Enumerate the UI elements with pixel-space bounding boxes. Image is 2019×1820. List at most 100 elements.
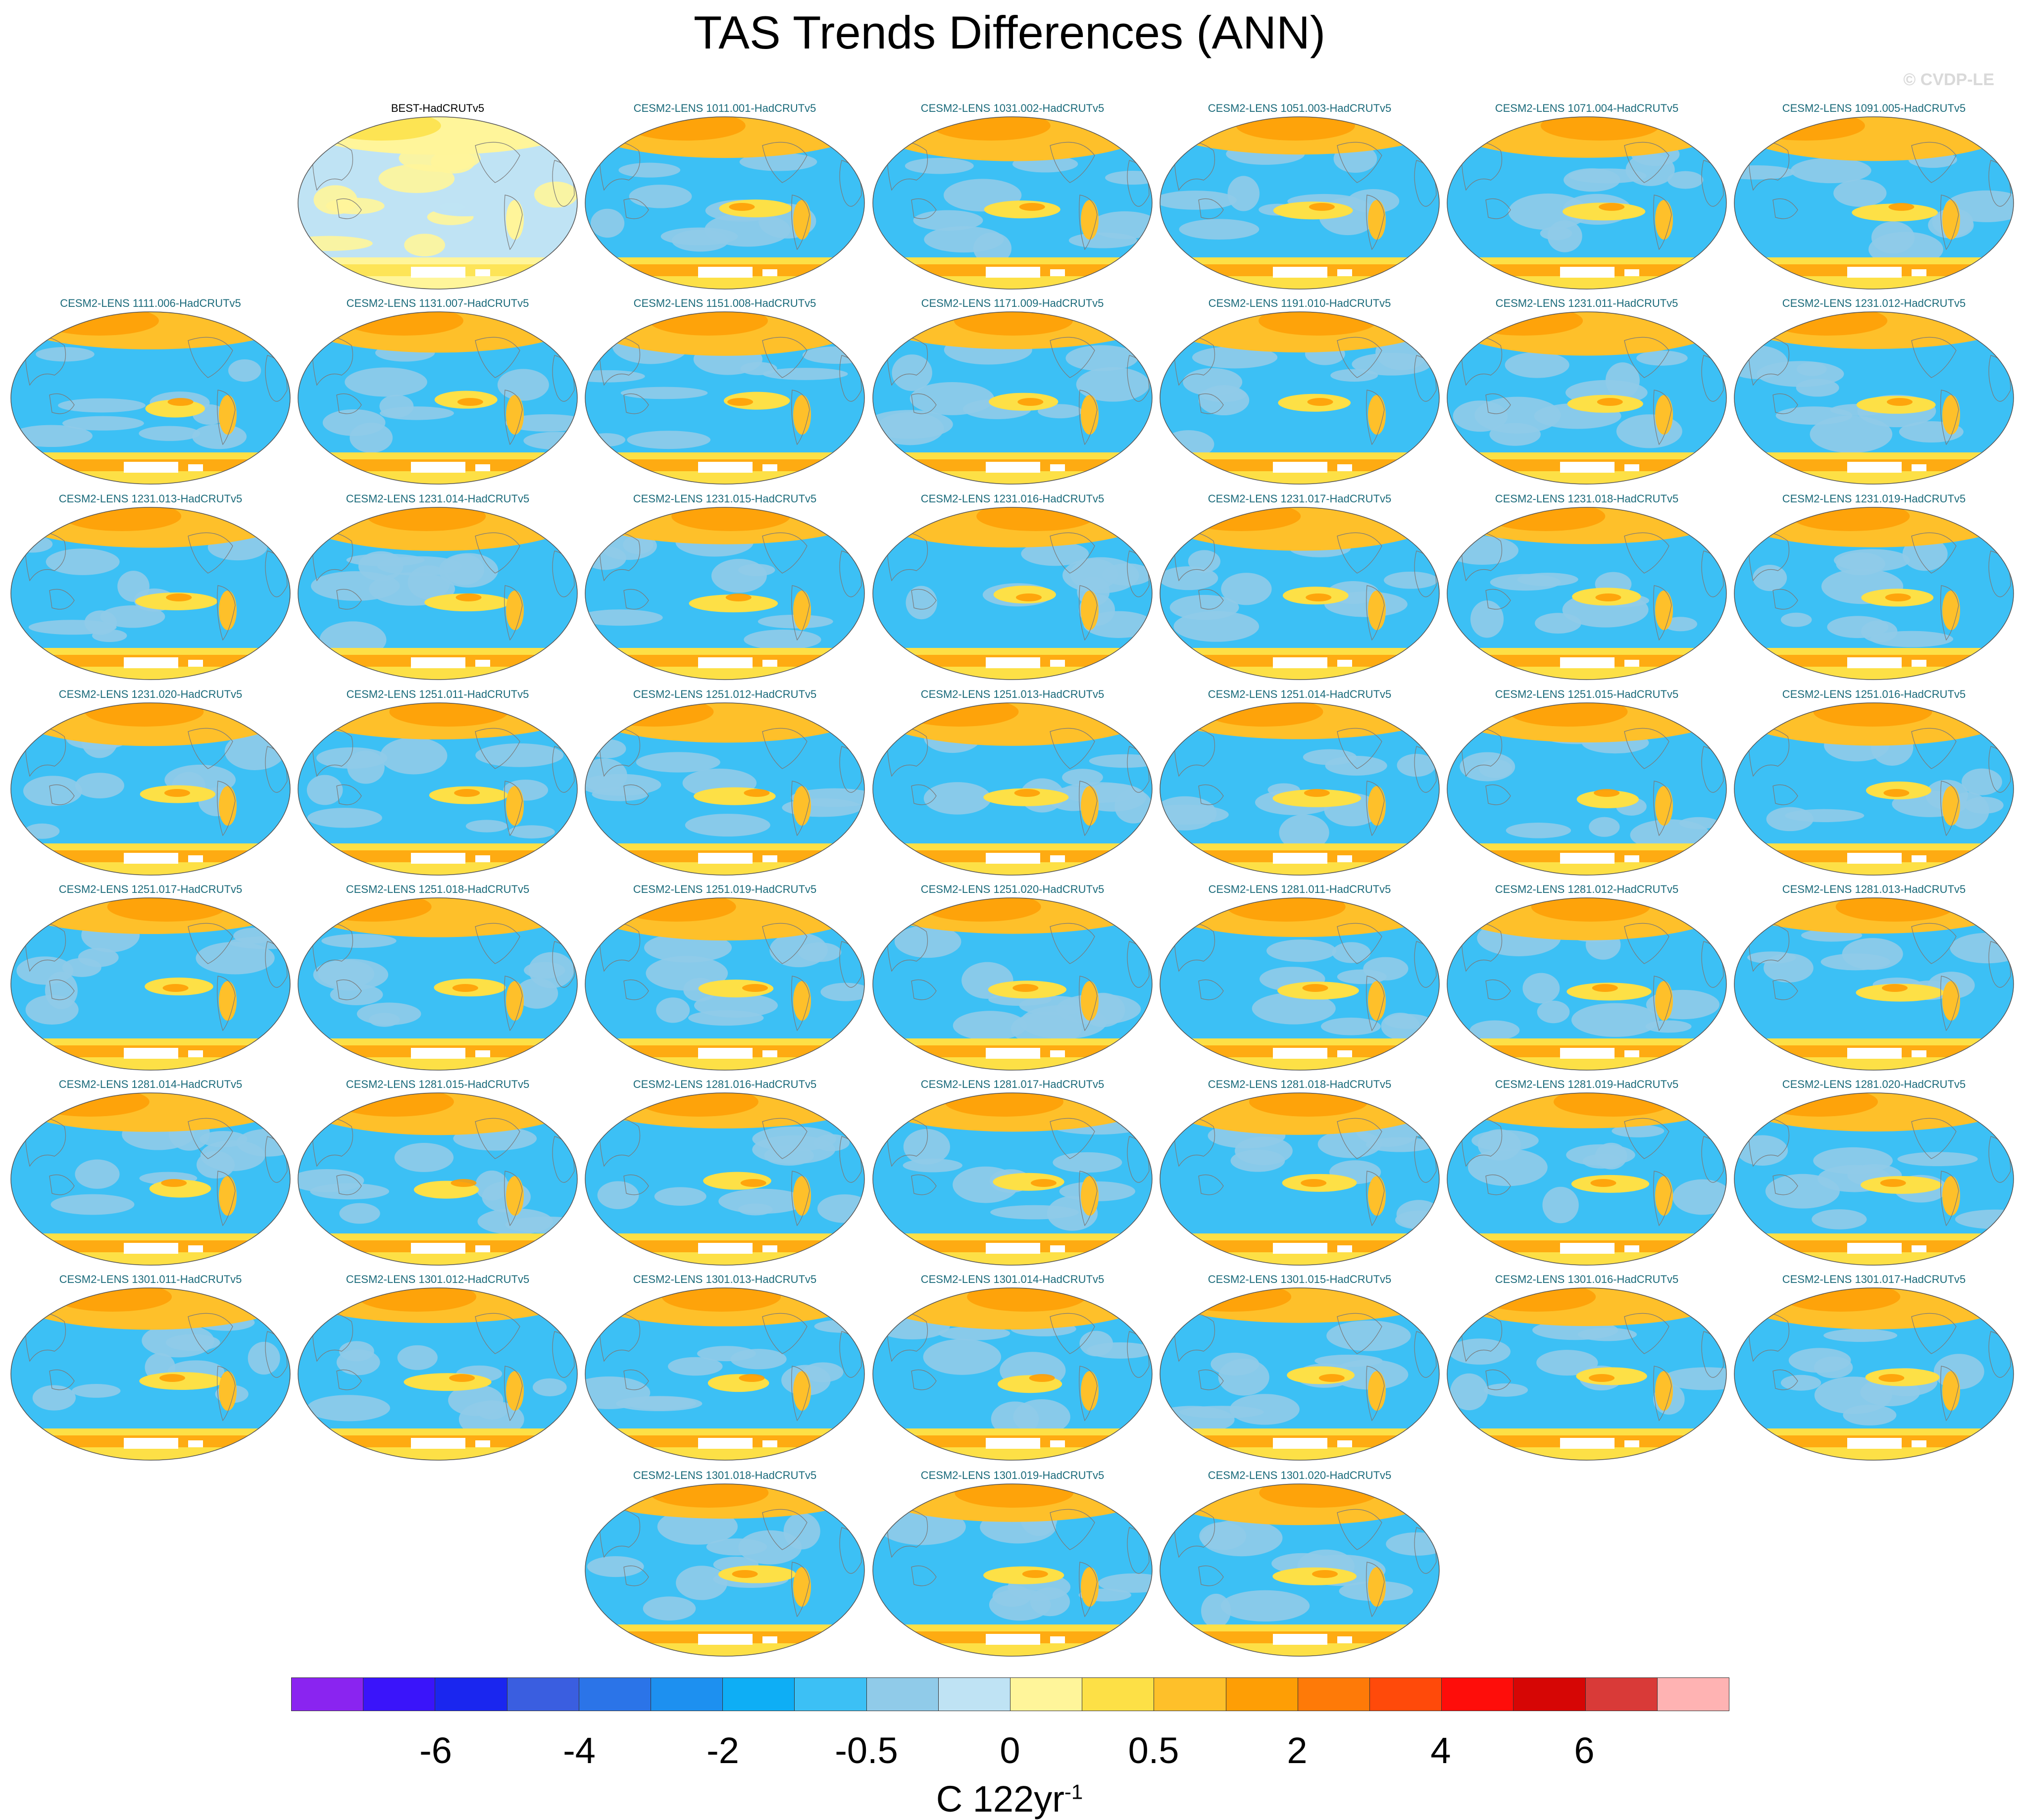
figure-title: TAS Trends Differences (ANN)	[693, 6, 1326, 58]
panel-title: CESM2-LENS 1251.014-HadCRUTv5	[1208, 688, 1392, 700]
panel-title: CESM2-LENS 1231.019-HadCRUTv5	[1782, 492, 1966, 505]
global-map	[1447, 116, 1727, 290]
map-panel: CESM2-LENS 1191.010-HadCRUTv5	[1156, 297, 1443, 488]
colorbar-swatch	[363, 1677, 436, 1711]
map-panel: CESM2-LENS 1051.003-HadCRUTv5	[1156, 102, 1443, 293]
map-panel: CESM2-LENS 1281.019-HadCRUTv5	[1443, 1078, 1730, 1269]
panel-title: CESM2-LENS 1151.008-HadCRUTv5	[633, 297, 816, 309]
panel-title: CESM2-LENS 1281.020-HadCRUTv5	[1782, 1078, 1966, 1090]
colorbar-swatch	[291, 1677, 364, 1711]
panel-title: CESM2-LENS 1231.015-HadCRUTv5	[633, 492, 817, 505]
global-map	[1160, 1092, 1440, 1266]
global-map	[1447, 897, 1727, 1071]
panel-title: CESM2-LENS 1301.018-HadCRUTv5	[633, 1469, 817, 1481]
map-panel: CESM2-LENS 1301.012-HadCRUTv5	[294, 1273, 581, 1464]
map-panel: CESM2-LENS 1231.013-HadCRUTv5	[7, 492, 294, 683]
colorbar-swatch	[506, 1677, 579, 1711]
panel-title: CESM2-LENS 1231.013-HadCRUTv5	[58, 492, 243, 505]
global-map	[872, 311, 1153, 485]
map-panel: CESM2-LENS 1231.011-HadCRUTv5	[1443, 297, 1730, 488]
panel-title: CESM2-LENS 1251.016-HadCRUTv5	[1782, 688, 1966, 700]
global-map	[298, 1092, 578, 1266]
global-map	[1734, 1287, 2014, 1461]
panel-title: CESM2-LENS 1251.011-HadCRUTv5	[346, 688, 529, 700]
global-map	[872, 1483, 1153, 1657]
panel-title: CESM2-LENS 1281.018-HadCRUTv5	[1208, 1078, 1392, 1090]
map-panel: CESM2-LENS 1231.017-HadCRUTv5	[1156, 492, 1443, 683]
colorbar-units: C 122yr-1	[0, 1781, 2019, 1818]
global-map	[585, 702, 865, 876]
panel-title: BEST-HadCRUTv5	[391, 102, 485, 114]
global-map	[585, 507, 865, 680]
panel-title: CESM2-LENS 1231.012-HadCRUTv5	[1782, 297, 1966, 309]
map-panel: CESM2-LENS 1281.018-HadCRUTv5	[1156, 1078, 1443, 1269]
global-map	[872, 507, 1153, 680]
panel-title: CESM2-LENS 1281.012-HadCRUTv5	[1495, 883, 1679, 895]
panel-title: CESM2-LENS 1011.001-HadCRUTv5	[633, 102, 816, 114]
colorbar-swatch	[722, 1677, 795, 1711]
global-map	[1447, 311, 1727, 485]
colorbar-swatch	[1369, 1677, 1442, 1711]
panel-title: CESM2-LENS 1301.016-HadCRUTv5	[1495, 1273, 1679, 1285]
panel-title: CESM2-LENS 1231.020-HadCRUTv5	[58, 688, 243, 700]
map-panel: CESM2-LENS 1251.015-HadCRUTv5	[1443, 688, 1730, 879]
map-panel: BEST-HadCRUTv5	[294, 102, 581, 293]
panel-title: CESM2-LENS 1111.006-HadCRUTv5	[60, 297, 241, 309]
panel-title: CESM2-LENS 1281.013-HadCRUTv5	[1782, 883, 1966, 895]
global-map	[298, 897, 578, 1071]
global-map	[1447, 1092, 1727, 1266]
map-panel: CESM2-LENS 1251.014-HadCRUTv5	[1156, 688, 1443, 879]
colorbar-swatch	[1657, 1677, 1729, 1711]
colorbar-swatch	[1513, 1677, 1586, 1711]
map-panel: CESM2-LENS 1251.013-HadCRUTv5	[869, 688, 1156, 879]
map-panel: CESM2-LENS 1231.020-HadCRUTv5	[7, 688, 294, 879]
panel-title: CESM2-LENS 1251.015-HadCRUTv5	[1495, 688, 1679, 700]
map-panel: CESM2-LENS 1231.014-HadCRUTv5	[294, 492, 581, 683]
panel-title: CESM2-LENS 1301.012-HadCRUTv5	[346, 1273, 530, 1285]
global-map	[298, 311, 578, 485]
panel-title: CESM2-LENS 1301.014-HadCRUTv5	[920, 1273, 1105, 1285]
panel-title: CESM2-LENS 1251.012-HadCRUTv5	[633, 688, 817, 700]
global-map	[1160, 702, 1440, 876]
panel-title: CESM2-LENS 1251.018-HadCRUTv5	[346, 883, 530, 895]
global-map	[872, 116, 1153, 290]
global-map	[872, 897, 1153, 1071]
colorbar-swatch	[435, 1677, 507, 1711]
map-panel: CESM2-LENS 1131.007-HadCRUTv5	[294, 297, 581, 488]
panel-title: CESM2-LENS 1231.014-HadCRUTv5	[346, 492, 530, 505]
global-map	[1447, 702, 1727, 876]
panel-title: CESM2-LENS 1051.003-HadCRUTv5	[1208, 102, 1392, 114]
panel-title: CESM2-LENS 1281.011-HadCRUTv5	[1208, 883, 1391, 895]
global-map	[1734, 507, 2014, 680]
global-map	[585, 1287, 865, 1461]
map-panel: CESM2-LENS 1091.005-HadCRUTv5	[1730, 102, 2018, 293]
global-map	[1734, 1092, 2014, 1266]
colorbar-tick-label: -6	[419, 1730, 452, 1771]
panel-title: CESM2-LENS 1281.016-HadCRUTv5	[633, 1078, 817, 1090]
colorbar-swatch	[1082, 1677, 1155, 1711]
global-map	[585, 1483, 865, 1657]
global-map	[10, 702, 291, 876]
global-map	[872, 1287, 1153, 1461]
global-map	[298, 702, 578, 876]
global-map	[872, 1092, 1153, 1266]
map-panel: CESM2-LENS 1281.020-HadCRUTv5	[1730, 1078, 2018, 1269]
panel-title: CESM2-LENS 1301.011-HadCRUTv5	[59, 1273, 242, 1285]
panel-title: CESM2-LENS 1231.011-HadCRUTv5	[1495, 297, 1678, 309]
map-panel: CESM2-LENS 1251.018-HadCRUTv5	[294, 883, 581, 1074]
panel-title: CESM2-LENS 1281.017-HadCRUTv5	[920, 1078, 1105, 1090]
global-map	[10, 507, 291, 680]
map-panel: CESM2-LENS 1301.020-HadCRUTv5	[1156, 1469, 1443, 1660]
panel-title: CESM2-LENS 1251.017-HadCRUTv5	[58, 883, 243, 895]
global-map	[585, 1092, 865, 1266]
map-panel: CESM2-LENS 1231.019-HadCRUTv5	[1730, 492, 2018, 683]
global-map	[1447, 1287, 1727, 1461]
panel-title: CESM2-LENS 1251.019-HadCRUTv5	[633, 883, 817, 895]
map-panel: CESM2-LENS 1111.006-HadCRUTv5	[7, 297, 294, 488]
colorbar-swatch	[1010, 1677, 1083, 1711]
global-map	[1160, 1287, 1440, 1461]
map-panel: CESM2-LENS 1301.018-HadCRUTv5	[581, 1469, 868, 1660]
colorbar-swatch	[578, 1677, 651, 1711]
colorbar-tick-label: 6	[1574, 1730, 1595, 1771]
colorbar-swatch	[938, 1677, 1010, 1711]
